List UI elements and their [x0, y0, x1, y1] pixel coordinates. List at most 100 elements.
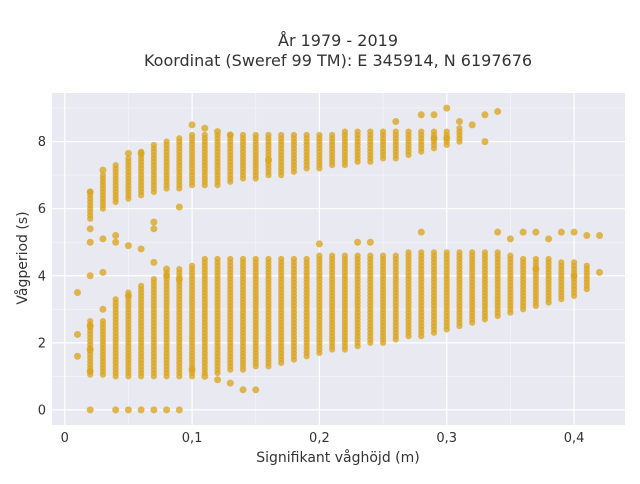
data-point — [227, 255, 234, 263]
data-point — [315, 240, 323, 248]
data-point — [176, 135, 183, 142]
data-point — [278, 255, 285, 263]
data-point — [201, 255, 208, 263]
data-point — [443, 249, 450, 256]
data-point — [112, 238, 120, 246]
data-point — [341, 128, 348, 135]
y-tick-label: 8 — [38, 135, 46, 150]
x-tick-label: 0 — [61, 431, 69, 446]
data-point — [367, 252, 374, 259]
data-point — [494, 228, 502, 236]
x-tick-label: 0,1 — [182, 431, 203, 446]
data-point — [443, 128, 450, 135]
data-point — [99, 172, 107, 179]
data-point — [86, 406, 94, 414]
data-point — [290, 255, 298, 263]
data-point — [150, 225, 158, 233]
data-point — [138, 282, 145, 289]
data-point — [252, 131, 259, 139]
data-point — [175, 275, 183, 283]
data-point — [354, 238, 362, 246]
data-point — [329, 252, 336, 259]
data-point — [99, 235, 107, 243]
data-point — [112, 162, 119, 169]
data-point — [73, 330, 81, 338]
data-point — [137, 406, 145, 414]
chart-title-line1: År 1979 - 2019 — [278, 31, 398, 50]
data-point — [545, 255, 552, 263]
data-point — [443, 104, 451, 112]
data-point — [418, 249, 425, 256]
data-point — [532, 265, 540, 273]
data-point — [112, 296, 119, 303]
data-point — [570, 272, 578, 280]
data-point — [150, 258, 158, 266]
data-point — [379, 252, 387, 259]
data-point — [99, 305, 107, 313]
data-point — [239, 255, 247, 263]
x-axis-label: Signifikant våghöjd (m) — [256, 449, 419, 466]
data-point — [86, 188, 94, 196]
data-point — [265, 255, 272, 263]
data-point — [570, 259, 578, 266]
data-point — [226, 131, 234, 139]
data-point — [366, 238, 374, 246]
data-point — [86, 272, 94, 280]
data-point — [532, 228, 540, 236]
data-point — [316, 131, 323, 139]
data-point — [112, 406, 120, 414]
data-point — [86, 346, 94, 354]
data-point — [596, 268, 604, 276]
data-point — [392, 118, 400, 126]
data-point — [405, 249, 412, 256]
data-point — [455, 118, 463, 126]
data-point — [430, 111, 438, 119]
data-point — [188, 366, 196, 374]
data-point — [86, 322, 94, 330]
data-point — [418, 128, 425, 135]
data-point — [316, 252, 323, 259]
data-point — [290, 131, 298, 139]
data-point — [557, 228, 565, 236]
y-axis-label: Vågperiod (s) — [14, 211, 31, 304]
data-point — [379, 128, 387, 135]
data-point — [430, 128, 438, 135]
data-point — [99, 268, 107, 276]
data-point — [124, 406, 132, 414]
data-point — [201, 124, 209, 132]
data-point — [86, 238, 94, 246]
data-point — [252, 386, 260, 394]
y-tick-label: 6 — [38, 202, 46, 217]
data-point — [124, 292, 132, 300]
data-point — [112, 232, 120, 240]
data-point — [150, 406, 158, 414]
data-point — [354, 128, 361, 135]
data-point — [303, 131, 310, 139]
data-point — [137, 245, 145, 253]
data-point — [532, 255, 539, 263]
data-point — [73, 352, 81, 360]
data-point — [329, 131, 336, 139]
data-point — [558, 259, 565, 266]
data-point — [303, 255, 310, 263]
data-point — [520, 255, 527, 263]
data-point — [481, 249, 489, 256]
data-point — [265, 131, 272, 139]
data-point — [507, 252, 514, 259]
data-point — [163, 138, 170, 145]
data-point — [367, 128, 374, 135]
data-point — [443, 134, 451, 142]
x-tick-label: 0,4 — [564, 431, 585, 446]
data-point — [519, 228, 527, 236]
y-tick-label: 2 — [38, 336, 46, 351]
axes: 0 0,1 0,2 0,3 0,4 0 2 4 6 8 — [38, 135, 585, 446]
y-tick-label: 4 — [38, 269, 46, 284]
data-point — [163, 272, 171, 280]
data-point — [188, 131, 196, 139]
data-point — [417, 228, 425, 236]
data-point — [214, 128, 222, 136]
data-point — [150, 141, 157, 149]
data-point — [506, 235, 514, 243]
plot-area — [52, 93, 625, 425]
data-point — [99, 317, 107, 325]
